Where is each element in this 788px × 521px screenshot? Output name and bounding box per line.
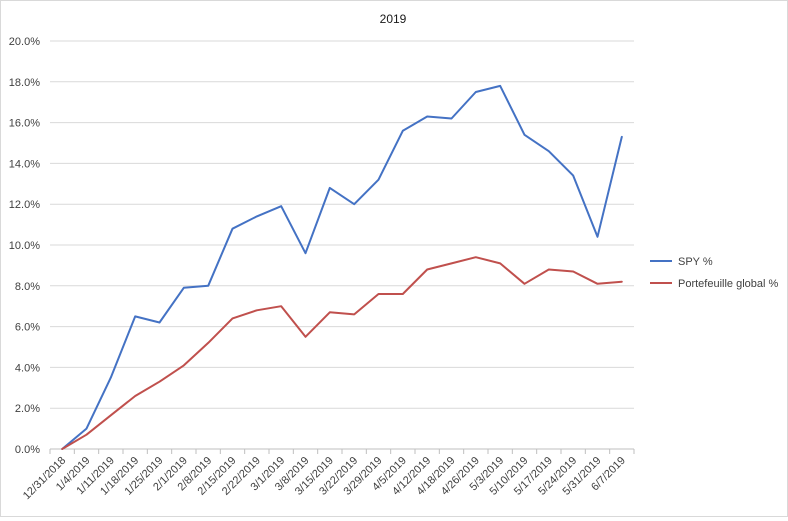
legend-label: SPY % — [678, 256, 713, 268]
y-tick-label: 14.0% — [9, 158, 40, 170]
y-tick-label: 2.0% — [15, 403, 40, 415]
y-tick-label: 20.0% — [9, 36, 40, 48]
y-tick-label: 0.0% — [15, 444, 40, 456]
series-lines — [61, 84, 623, 450]
y-tick-label: 18.0% — [9, 77, 40, 89]
legend-label: Portefeuille global % — [678, 278, 779, 290]
y-tick-label: 6.0% — [15, 322, 40, 334]
legend: SPY % Portefeuille global % — [650, 256, 779, 290]
series-line-0 — [61, 84, 623, 450]
y-tick-label: 10.0% — [9, 240, 40, 252]
y-axis-tick-labels: 0.0% 2.0% 4.0% 6.0% 8.0% 10.0% 12.0% 14.0% 16.0%… — [9, 36, 40, 456]
y-tick-label: 16.0% — [9, 118, 40, 130]
chart-title: 2019 — [380, 12, 407, 26]
series-line-1 — [61, 256, 623, 450]
y-tick-label: 8.0% — [15, 281, 40, 293]
gridlines — [50, 40, 634, 450]
y-tick-label: 4.0% — [15, 362, 40, 374]
y-tick-label: 12.0% — [9, 199, 40, 211]
x-axis-tick-labels: 12/31/20181/4/20191/11/20191/18/20191/25… — [21, 449, 635, 502]
